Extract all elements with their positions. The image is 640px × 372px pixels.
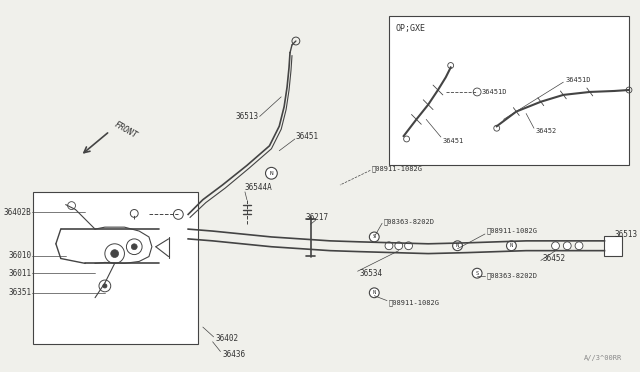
Circle shape <box>369 288 379 298</box>
Text: A//3^00RR: A//3^00RR <box>584 355 622 361</box>
Text: 36011: 36011 <box>8 269 31 278</box>
Text: 36451: 36451 <box>296 132 319 141</box>
Circle shape <box>552 242 559 250</box>
Text: 36513: 36513 <box>614 230 637 238</box>
Text: 36436: 36436 <box>223 350 246 359</box>
Text: 36513: 36513 <box>236 112 259 121</box>
Circle shape <box>111 250 118 257</box>
Bar <box>389 16 629 166</box>
Text: Ⓝ08911-1082G: Ⓝ08911-1082G <box>487 228 538 234</box>
Circle shape <box>385 242 393 250</box>
Circle shape <box>472 268 482 278</box>
Circle shape <box>506 241 516 251</box>
Bar <box>33 192 198 344</box>
Text: Ⓝ08911-1082G: Ⓝ08911-1082G <box>371 165 422 171</box>
Text: OP;GXE: OP;GXE <box>396 24 426 33</box>
Text: N: N <box>510 243 513 248</box>
Text: 36402B: 36402B <box>4 208 31 217</box>
Text: 36534: 36534 <box>360 269 383 278</box>
Circle shape <box>369 232 379 242</box>
Circle shape <box>575 242 583 250</box>
Bar <box>605 236 622 256</box>
Circle shape <box>395 242 403 250</box>
Text: S: S <box>372 234 376 240</box>
Circle shape <box>131 244 137 250</box>
Text: S: S <box>476 271 479 276</box>
Text: N: N <box>372 290 376 295</box>
Text: FRONT: FRONT <box>113 121 139 141</box>
Circle shape <box>131 209 138 217</box>
Circle shape <box>266 167 277 179</box>
Text: 36451: 36451 <box>443 138 464 144</box>
Circle shape <box>103 284 107 288</box>
Text: Ⓢ08363-8202D: Ⓢ08363-8202D <box>487 273 538 279</box>
Text: Ⓝ08911-1082G: Ⓝ08911-1082G <box>389 299 440 306</box>
Circle shape <box>473 88 481 96</box>
Text: 36451D: 36451D <box>482 89 508 95</box>
Text: 36452: 36452 <box>536 128 557 134</box>
Text: N: N <box>269 171 273 176</box>
Circle shape <box>173 209 183 219</box>
Text: 36010: 36010 <box>8 251 31 260</box>
Text: 36217: 36217 <box>306 213 329 222</box>
Circle shape <box>452 241 463 251</box>
Text: 36452: 36452 <box>543 254 566 263</box>
Text: 36544A: 36544A <box>245 183 273 192</box>
Circle shape <box>404 242 412 250</box>
Text: 36402: 36402 <box>216 334 239 343</box>
Text: 36451D: 36451D <box>565 77 591 83</box>
Text: 36351: 36351 <box>8 288 31 297</box>
Text: N: N <box>456 243 459 248</box>
Circle shape <box>563 242 571 250</box>
Text: Ⓢ08363-8202D: Ⓢ08363-8202D <box>384 218 435 225</box>
